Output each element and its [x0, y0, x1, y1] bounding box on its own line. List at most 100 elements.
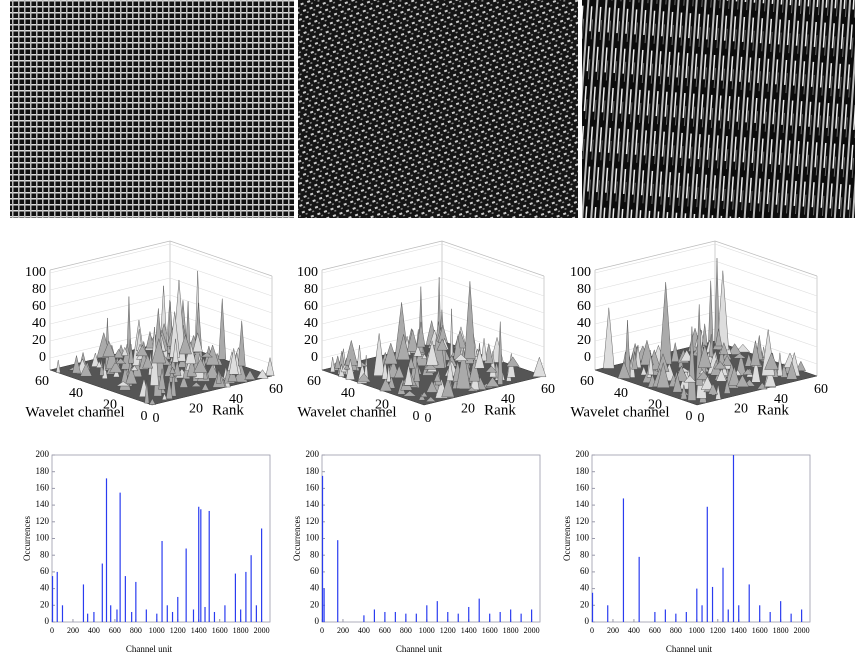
surface-peak	[402, 390, 417, 397]
x-tick-label: 200	[337, 626, 349, 635]
surface-peak	[165, 352, 171, 360]
plot-area	[591, 454, 811, 623]
y-tick-label: 200	[576, 449, 590, 459]
surface-peak	[386, 363, 392, 383]
surface-peak	[715, 328, 723, 347]
grid-line	[594, 311, 716, 342]
surface-peak	[468, 357, 481, 382]
z-tick-label: 60	[32, 299, 46, 314]
surface-peak	[436, 338, 448, 351]
x-tick-label: 1000	[689, 626, 705, 635]
surface-peak	[113, 348, 125, 359]
surface-peak	[485, 376, 500, 387]
x-tick-label: 400	[88, 626, 100, 635]
surface-peak	[191, 382, 202, 387]
surface-peak	[373, 333, 385, 376]
x-tick-label: 2000	[794, 626, 810, 635]
y-axis-title: Rank	[484, 402, 516, 418]
surface-peak	[161, 392, 168, 400]
x-tick-label: 2000	[254, 626, 270, 635]
grid-line	[441, 277, 545, 314]
y-tick-label: 60	[40, 566, 50, 576]
surface-peak	[456, 348, 471, 389]
y-tick-label: 160	[306, 482, 320, 492]
y-axis-title: Rank	[757, 402, 789, 418]
x-axis-title: Wavelet channel	[297, 404, 396, 420]
x-tick-label: 60	[307, 374, 321, 389]
z-tick-label: 40	[32, 316, 46, 331]
y-tick-label: 120	[576, 516, 590, 526]
x-tick-label: 400	[628, 626, 640, 635]
surface-peak	[256, 369, 269, 379]
x-tick-label: 60	[35, 374, 49, 389]
surface-peak	[735, 343, 751, 353]
y-tick-label: 200	[306, 449, 320, 459]
grid-line	[594, 243, 716, 274]
x-tick-label: 800	[130, 626, 142, 635]
y-tick-label: 0	[45, 616, 50, 626]
y-tick-label: 40	[501, 392, 515, 407]
y-tick-label: 20	[310, 599, 320, 609]
x-tick-label: 1600	[752, 626, 768, 635]
y-tick-label: 80	[310, 549, 320, 559]
y-axis-title: Rank	[212, 402, 244, 418]
y-tick-label: 120	[306, 516, 320, 526]
grid-line	[49, 311, 171, 342]
z-tick-label: 20	[577, 333, 591, 348]
surface-peak	[158, 368, 166, 390]
z-tick-label: 0	[311, 350, 318, 365]
surface-peak	[433, 372, 442, 382]
surface-peak	[193, 358, 208, 373]
surface-peak	[91, 352, 100, 367]
surface-peak	[728, 365, 741, 386]
surface-peak	[343, 364, 351, 370]
x-tick-label: 40	[69, 386, 83, 401]
grid-line	[169, 294, 273, 331]
y-tick-label: 0	[315, 616, 320, 626]
surface-peak	[151, 337, 167, 364]
surface-peak	[413, 361, 421, 382]
x-tick-label: 1800	[233, 626, 249, 635]
surface-peak	[481, 338, 487, 362]
surface-peak	[145, 331, 154, 349]
y-tick-label: 120	[36, 516, 50, 526]
grid-line	[49, 260, 171, 291]
surface-peak	[735, 374, 750, 388]
x-tick-label: 1000	[419, 626, 435, 635]
z-tick-label: 20	[304, 333, 318, 348]
x-axis-title: Wavelet channel	[570, 404, 669, 420]
surface-peak	[764, 367, 777, 387]
grid-line	[441, 260, 545, 297]
grid-line	[594, 277, 716, 308]
surface-peak	[142, 354, 154, 369]
plot-area	[321, 454, 541, 623]
surface-peak	[330, 357, 336, 373]
x-tick-label: 60	[580, 374, 594, 389]
grid-line	[169, 260, 273, 297]
y-tick-label: 80	[40, 549, 50, 559]
surface-peak	[201, 382, 210, 391]
texture-image	[298, 0, 578, 218]
grid-line	[441, 243, 545, 280]
y-tick-label: 160	[576, 482, 590, 492]
surface-peak	[795, 360, 806, 371]
surface-peak	[744, 352, 753, 367]
z-tick-label: 0	[39, 350, 46, 365]
y-tick-label: 100	[576, 533, 590, 543]
surface-peak	[692, 349, 699, 356]
surface-peak	[723, 379, 731, 394]
grid-line	[714, 243, 818, 280]
surface-peak	[393, 365, 405, 378]
surface-peak	[452, 377, 459, 389]
x-tick-label: 0	[413, 409, 420, 424]
surface-peak	[216, 369, 222, 384]
y-tick-label: 20	[580, 599, 590, 609]
x-tick-label: 0	[50, 626, 54, 635]
surface-peak	[356, 372, 372, 383]
surface-peak	[205, 363, 220, 379]
y-tick-label: 0	[585, 616, 590, 626]
y-tick-label: 40	[774, 392, 788, 407]
